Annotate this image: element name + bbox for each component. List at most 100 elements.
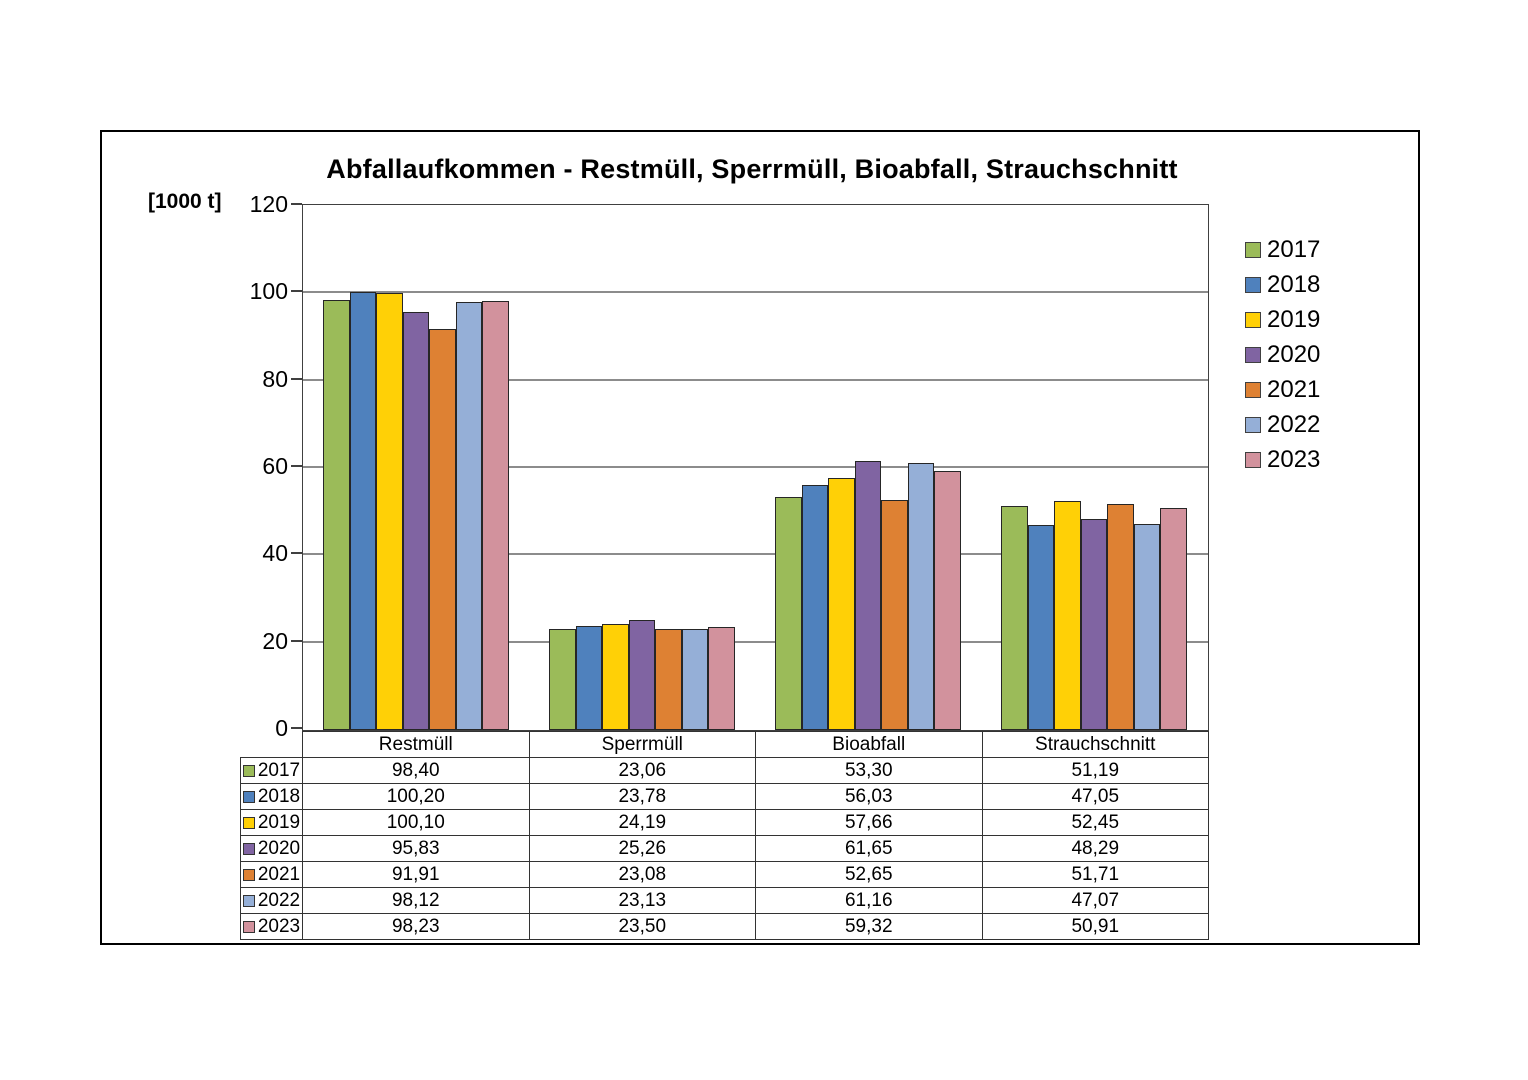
table-row-2017: 2017 98,40 23,06 53,30 51,19 (240, 757, 1209, 784)
value-cell-2023-Bioabfall: 59,32 (755, 913, 983, 940)
table-row-2020: 2020 95,83 25,26 61,65 48,29 (240, 835, 1209, 862)
data-table-header: Restmüll Sperrmüll Bioabfall Strauchschnitt (241, 731, 1209, 758)
value-cell-2021-Sperrmüll: 23,08 (528, 861, 756, 888)
legend-swatch-2021 (1245, 381, 1261, 398)
y-tick-mark-120 (291, 203, 302, 205)
bar-2023-Restmüll (482, 301, 509, 730)
value-cell-2023-Restmüll: 98,23 (302, 913, 530, 940)
bar-2020-Sperrmüll (628, 619, 656, 730)
bar-2021-Bioabfall (881, 500, 908, 730)
value-cell-2019-Strauchschnitt: 52,45 (981, 809, 1209, 836)
bar-2018-Bioabfall (801, 485, 829, 730)
y-tick-mark-20 (291, 639, 302, 642)
bar-2021-Sperrmüll (655, 629, 682, 730)
value-cell-2017-Strauchschnitt: 51,19 (981, 757, 1209, 784)
year-cell-2018: 2018 (240, 783, 303, 810)
legend-item-2018: 2018 (1245, 267, 1415, 302)
bar-2022-Restmüll (455, 301, 483, 730)
value-cell-2019-Restmüll: 100,10 (302, 809, 530, 836)
table-row-2023: 2023 98,23 23,50 59,32 50,91 (240, 913, 1209, 940)
table-row-2018: 2018 100,20 23,78 56,03 47,05 (240, 783, 1209, 810)
legend-label: 2020 (1267, 340, 1321, 368)
legend-swatch-2017 (1245, 241, 1261, 258)
value-cell-2020-Restmüll: 95,83 (302, 835, 530, 862)
legend-swatch-2019 (1245, 311, 1261, 328)
bar-2020-Strauchschnitt (1080, 519, 1108, 730)
value-cell-2017-Restmüll: 98,40 (302, 757, 530, 784)
value-cell-2021-Restmüll: 91,91 (302, 861, 530, 888)
legend-label: 2019 (1267, 305, 1321, 333)
legend-item-2021: 2021 (1245, 372, 1415, 407)
legend: 2017 2018 2019 2020 2021 2022 2023 (1245, 232, 1415, 477)
value-cell-2018-Restmüll: 100,20 (302, 783, 530, 810)
legend-label: 2023 (1267, 445, 1321, 473)
year-cell-2021: 2021 (240, 861, 303, 888)
legend-swatch-2022 (1245, 416, 1261, 433)
value-cell-2020-Bioabfall: 61,65 (755, 835, 983, 862)
bar-2018-Restmüll (349, 292, 377, 730)
chart-frame: Abfallaufkommen - Restmüll, Sperrmüll, B… (100, 130, 1420, 945)
bar-2020-Bioabfall (854, 460, 882, 730)
gridline-100 (303, 291, 1208, 294)
chart-title: Abfallaufkommen - Restmüll, Sperrmüll, B… (326, 154, 1178, 184)
year-swatch-2022 (242, 894, 255, 907)
year-cell-2017: 2017 (240, 757, 303, 784)
legend-label: 2021 (1267, 375, 1321, 403)
table-row-2019: 2019 100,10 24,19 57,66 52,45 (240, 809, 1209, 836)
year-cell-2022: 2022 (240, 887, 303, 914)
value-cell-2019-Bioabfall: 57,66 (755, 809, 983, 836)
legend-item-2020: 2020 (1245, 337, 1415, 372)
bar-2021-Restmüll (429, 328, 456, 730)
year-cell-2023: 2023 (240, 913, 303, 940)
gridline-60 (303, 466, 1208, 468)
bar-2022-Strauchschnitt (1133, 524, 1161, 730)
value-cell-2018-Strauchschnitt: 47,05 (981, 783, 1209, 810)
year-swatch-2018 (242, 790, 255, 803)
bar-2019-Bioabfall (828, 478, 855, 730)
y-tick-label-80: 80 (262, 365, 288, 392)
bar-2022-Bioabfall (907, 462, 935, 730)
data-table: Restmüll Sperrmüll Bioabfall Strauchschnitt… (240, 731, 1209, 940)
bar-2017-Bioabfall (775, 497, 802, 730)
value-cell-2017-Sperrmüll: 23,06 (528, 757, 756, 784)
y-tick-mark-40 (291, 552, 302, 555)
value-cell-2018-Bioabfall: 56,03 (755, 783, 983, 810)
bar-2023-Sperrmüll (708, 627, 735, 730)
legend-swatch-2018 (1245, 276, 1261, 293)
y-tick-label-40: 40 (262, 540, 288, 567)
bar-2023-Bioabfall (934, 470, 961, 730)
bar-2019-Restmüll (376, 292, 403, 730)
table-row-2022: 2022 98,12 23,13 61,16 47,07 (240, 887, 1209, 914)
value-cell-2020-Sperrmüll: 25,26 (528, 835, 756, 862)
plot-area (302, 204, 1209, 731)
y-tick-label-100: 100 (249, 278, 288, 305)
bar-2017-Strauchschnitt (1001, 506, 1028, 730)
table-header-Bioabfall: Bioabfall (755, 731, 983, 758)
bar-2019-Sperrmüll (602, 624, 629, 730)
gridline-20 (303, 640, 1208, 643)
legend-item-2023: 2023 (1245, 442, 1415, 477)
y-tick-label-20: 20 (262, 627, 288, 654)
value-cell-2023-Sperrmüll: 23,50 (528, 913, 756, 940)
bar-2018-Strauchschnitt (1027, 524, 1055, 730)
value-cell-2018-Sperrmüll: 23,78 (528, 783, 756, 810)
y-tick-label-120: 120 (249, 191, 288, 217)
value-cell-2022-Restmüll: 98,12 (302, 887, 530, 914)
value-cell-2022-Sperrmüll: 23,13 (528, 887, 756, 914)
bar-2017-Restmüll (323, 300, 350, 730)
bar-2021-Strauchschnitt (1107, 504, 1134, 730)
y-tick-mark-60 (291, 465, 302, 467)
legend-label: 2022 (1267, 410, 1321, 438)
y-tick-mark-0 (291, 727, 302, 729)
y-tick-label-60: 60 (262, 453, 288, 479)
bar-2022-Sperrmüll (681, 629, 709, 730)
value-cell-2020-Strauchschnitt: 48,29 (981, 835, 1209, 862)
bar-2023-Strauchschnitt (1160, 507, 1187, 730)
bar-2020-Restmüll (402, 311, 430, 730)
y-tick-mark-100 (291, 290, 302, 293)
table-row-2021: 2021 91,91 23,08 52,65 51,71 (240, 861, 1209, 888)
year-swatch-2023 (242, 920, 255, 933)
legend-item-2019: 2019 (1245, 302, 1415, 337)
year-cell-2019: 2019 (240, 809, 303, 836)
